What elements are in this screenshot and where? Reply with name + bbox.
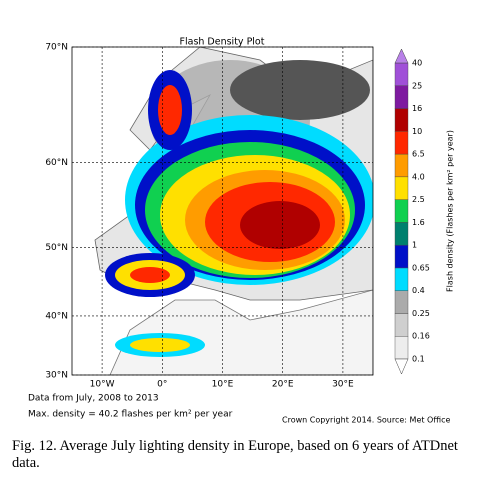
colorbar-box: [394, 153, 409, 178]
x-tick-label: 20°E: [272, 380, 294, 390]
colorbar-box: [394, 336, 409, 360]
colorbar-tick-label: 6.5: [412, 150, 425, 159]
map-frame: [71, 46, 374, 376]
colorbar-box: [394, 199, 409, 223]
colorbar-tick-label: 1.6: [412, 218, 425, 227]
colorbar-box: [394, 290, 409, 314]
colorbar-box: [394, 85, 409, 109]
axes: 10°W 0° 10°E 20°E 30°E 30°N 40°N 50°N 60°N 70°N 0.…: [45, 43, 430, 390]
annotation: Data from July, 2008 to 2013: [28, 394, 159, 404]
colorbar-tick-label: 25: [412, 81, 422, 90]
chart: Flash Density Plot 10°W 0° 10°E 20°E 30°E 30°…: [28, 37, 455, 425]
y-tick-label: 50°N: [45, 243, 68, 253]
x-tick-label: 10°E: [212, 380, 234, 390]
colorbar-box: [394, 131, 409, 155]
colorbar-label: Flash density (Flashes per km² per year): [446, 130, 455, 292]
y-tick-label: 40°N: [45, 311, 68, 321]
annotation: Max. density = 40.2 flashes per km² per …: [28, 410, 233, 420]
map-area: [72, 47, 373, 375]
colorbar-tick-label: 16: [412, 104, 422, 113]
colorbar-box: [394, 176, 409, 200]
colorbar-box: [394, 244, 409, 269]
colorbar-tick-label: 0.16: [412, 332, 430, 341]
x-tick-label: 0°: [157, 380, 167, 390]
colorbar-box: [394, 108, 409, 132]
annotation: Crown Copyright 2014. Source: Met Office: [282, 416, 450, 425]
caption: Fig. 12. Average July lighting density i…: [12, 438, 458, 471]
colorbar-tick-label: 40: [412, 59, 422, 68]
colorbar-box: [394, 313, 409, 337]
x-tick-label: 30°E: [332, 380, 354, 390]
y-tick-label: 30°N: [45, 371, 68, 381]
colorbar-tick-label: 0.1: [412, 355, 425, 364]
colorbar-box: [394, 62, 409, 86]
chart-title: Flash Density Plot: [180, 37, 265, 48]
x-tick-label: 10°W: [90, 380, 115, 390]
y-tick-label: 60°N: [45, 158, 68, 168]
y-tick-label: 70°N: [45, 43, 68, 53]
colorbar-box: [394, 222, 409, 246]
colorbar-tick-label: 0.65: [412, 263, 430, 272]
colorbar-tick-label: 0.4: [412, 286, 425, 295]
colorbar-tick-label: 10: [412, 127, 422, 136]
colorbar-box: [394, 267, 409, 291]
colorbar-under: [394, 358, 409, 375]
colorbar-tick-label: 4.0: [412, 172, 425, 181]
colorbar-over: [394, 48, 409, 64]
colorbar-tick-label: 2.5: [412, 195, 425, 204]
colorbar-tick-label: 0.25: [412, 309, 430, 318]
colorbar-tick-label: 1: [412, 241, 417, 250]
